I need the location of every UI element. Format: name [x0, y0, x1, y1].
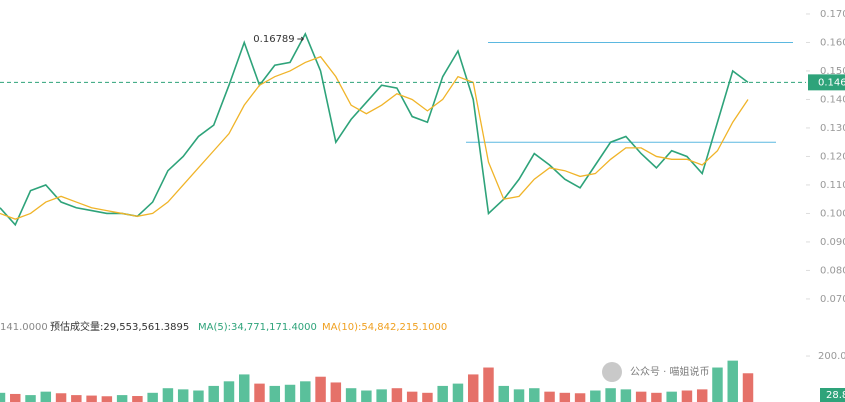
volume-bar — [147, 392, 158, 402]
volume-bar — [132, 396, 143, 402]
volume-bar — [605, 388, 616, 402]
volume-bar — [284, 384, 296, 402]
max-arrow — [297, 36, 305, 42]
y-tick-label: 0.120 — [820, 151, 845, 162]
volume-bar — [177, 389, 189, 402]
volume-bar — [239, 374, 250, 402]
last-price-label: 0.146 — [818, 77, 845, 88]
volume-bar — [406, 391, 418, 402]
y-tick-label: 0.080 — [820, 265, 845, 276]
volume-bar — [452, 383, 464, 402]
status-text: MA(5):34,771,171.4000 — [198, 322, 317, 333]
volume-bar — [300, 381, 311, 402]
volume-bar — [55, 393, 67, 402]
volume-bar — [162, 388, 174, 402]
volume-bar — [315, 376, 326, 402]
volume-bar — [86, 395, 97, 402]
watermark-icon — [602, 362, 622, 382]
volume-bar — [437, 385, 448, 402]
volume-bar — [208, 385, 219, 402]
watermark: 公众号 · 喵姐说币 — [630, 365, 710, 378]
y-tick-label: 200.0 — [818, 351, 845, 362]
y-tick-label: 0.160 — [820, 37, 845, 48]
volume-bar — [223, 381, 235, 402]
volume-label-box — [820, 388, 845, 402]
volume-bar — [529, 388, 540, 402]
volume-bar — [0, 392, 6, 402]
volume-bar — [651, 392, 662, 402]
status-text: MA(10):54,842,215.1000 — [322, 322, 447, 333]
volume-bar — [742, 373, 754, 402]
y-tick-label: 0.110 — [820, 180, 845, 191]
y-tick-label: 0.170 — [820, 9, 845, 20]
max-price-label: 0.16789 — [253, 34, 294, 45]
volume-bar — [559, 392, 571, 402]
volume-bar — [467, 374, 479, 402]
y-tick-label: 0.070 — [820, 294, 845, 305]
volume-bar — [269, 385, 281, 402]
volume-bar — [345, 388, 357, 402]
volume-bar — [422, 392, 433, 402]
volume-bar — [40, 391, 52, 402]
volume-bar — [193, 390, 204, 402]
volume-bar — [574, 393, 586, 402]
volume-bar — [498, 385, 509, 402]
volume-bar — [10, 393, 21, 402]
y-tick-label: 0.100 — [820, 208, 845, 219]
volume-bar — [696, 389, 708, 402]
status-text: 141.0000 — [0, 322, 48, 333]
y-tick-label: 0.090 — [820, 237, 845, 248]
volume-bar — [681, 390, 693, 402]
y-tick-label: 0.130 — [820, 123, 845, 134]
volume-bar — [254, 383, 265, 402]
last-price-box — [808, 74, 845, 91]
volume-bar — [483, 367, 494, 402]
volume-bar — [544, 391, 555, 402]
volume-bar — [25, 395, 36, 402]
status-text: 预估成交量:29,553,561.3895 — [50, 320, 189, 333]
volume-bar — [635, 391, 647, 402]
volume-bar — [712, 367, 723, 402]
volume-label: 28.8 — [826, 390, 845, 401]
volume-bar — [101, 396, 113, 402]
volume-bar — [666, 391, 677, 402]
volume-bar — [590, 390, 601, 402]
y-tick-label: 0.150 — [820, 66, 845, 77]
volume-bar — [376, 389, 387, 402]
volume-bar — [513, 389, 525, 402]
volume-bar — [71, 395, 82, 402]
volume-bar — [330, 382, 342, 402]
price-line — [0, 55, 749, 220]
volume-bar — [116, 395, 128, 402]
volume-bar — [391, 388, 403, 402]
volume-bar — [361, 390, 372, 402]
volume-bar — [620, 389, 632, 402]
volume-bar — [727, 360, 738, 402]
y-tick-label: 0.140 — [820, 94, 845, 105]
